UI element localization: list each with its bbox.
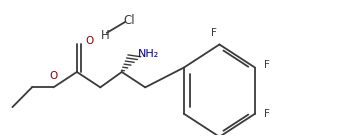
Text: O: O bbox=[49, 71, 58, 81]
Text: O: O bbox=[85, 36, 94, 47]
Text: H: H bbox=[101, 29, 109, 42]
Text: F: F bbox=[264, 60, 269, 70]
Text: F: F bbox=[211, 28, 217, 38]
Text: NH₂: NH₂ bbox=[138, 49, 159, 59]
Text: F: F bbox=[264, 109, 269, 119]
Text: Cl: Cl bbox=[124, 14, 135, 27]
